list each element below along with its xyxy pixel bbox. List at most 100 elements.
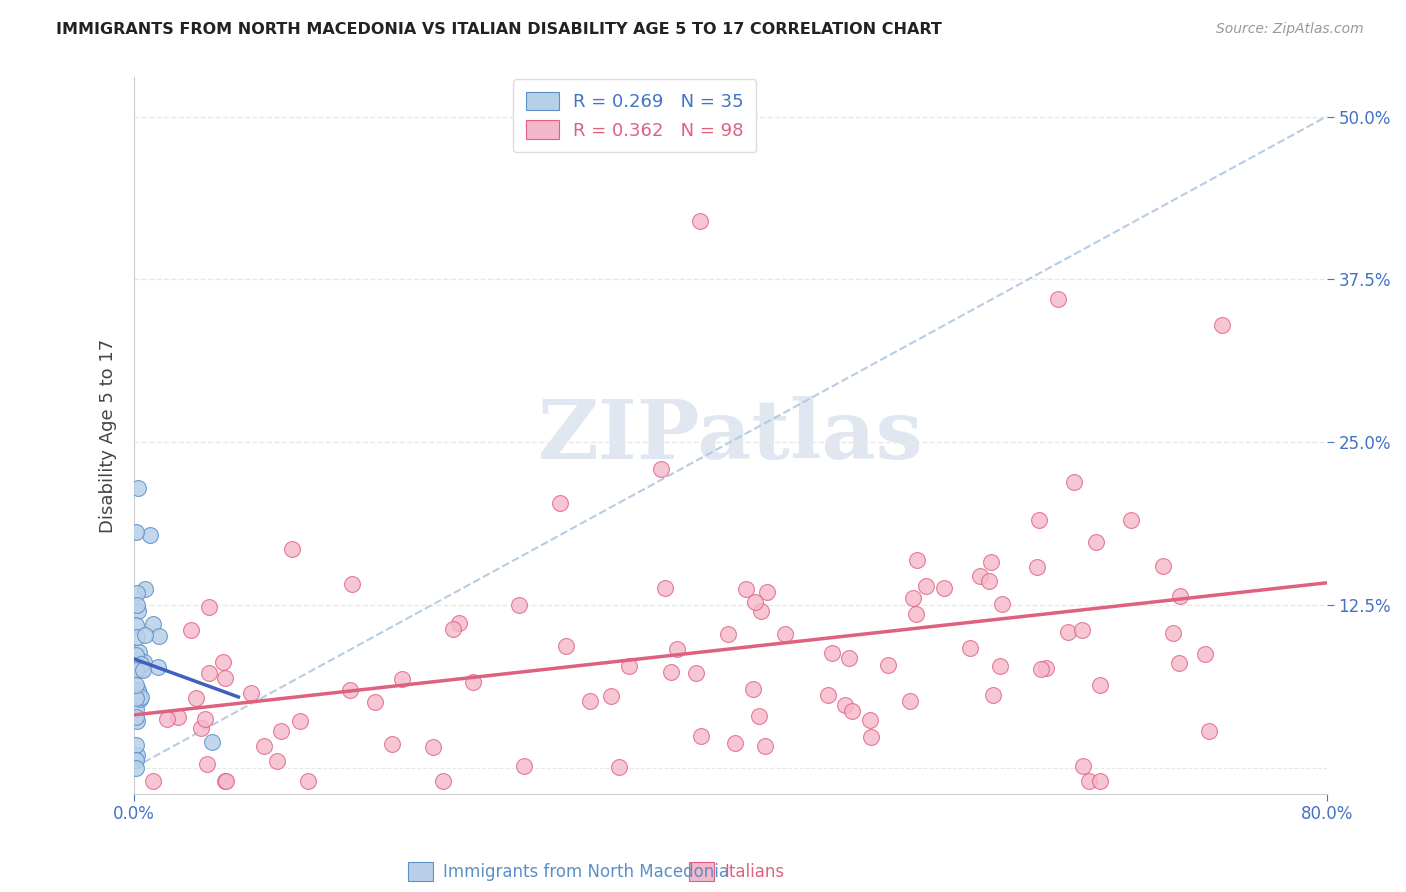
Legend: R = 0.269   N = 35, R = 0.362   N = 98: R = 0.269 N = 35, R = 0.362 N = 98 <box>513 79 756 153</box>
Point <box>665 641 688 656</box>
Point <box>1057 625 1080 640</box>
Point <box>215 773 238 788</box>
Point <box>554 639 576 653</box>
Point <box>1077 773 1099 788</box>
Point <box>877 658 900 673</box>
Point <box>915 579 938 593</box>
Point <box>124 702 146 716</box>
Point <box>127 683 149 698</box>
Point <box>125 630 148 644</box>
Point <box>132 663 155 677</box>
Point <box>1071 759 1094 773</box>
Point <box>142 773 165 788</box>
Point <box>125 618 148 632</box>
Point <box>1168 590 1191 604</box>
Point <box>129 690 152 704</box>
Point <box>1047 292 1070 306</box>
Point <box>858 713 880 727</box>
Point <box>981 688 1004 702</box>
Point <box>617 658 640 673</box>
Point <box>270 723 292 738</box>
Point <box>134 628 156 642</box>
Point <box>1152 559 1174 574</box>
Point <box>432 773 454 788</box>
Point <box>125 747 148 762</box>
Point <box>281 542 304 557</box>
Point <box>1211 318 1233 332</box>
Point <box>124 753 146 767</box>
Point <box>508 598 530 612</box>
Point <box>1194 647 1216 661</box>
Point <box>599 689 621 703</box>
Point <box>749 604 772 618</box>
Point <box>132 655 155 669</box>
Point <box>125 761 148 775</box>
Point <box>1198 723 1220 738</box>
Point <box>841 704 863 718</box>
Point <box>125 714 148 728</box>
Point <box>447 616 470 631</box>
Point <box>513 759 536 773</box>
Point <box>124 663 146 677</box>
Point <box>214 773 236 788</box>
Point <box>124 660 146 674</box>
Point <box>1063 475 1085 489</box>
Point <box>991 597 1014 611</box>
Point <box>654 581 676 595</box>
Point <box>903 591 925 606</box>
Point <box>195 756 218 771</box>
Point <box>834 698 856 713</box>
Point <box>748 709 770 723</box>
Point <box>391 672 413 686</box>
Point <box>288 714 311 729</box>
Point <box>190 721 212 735</box>
Point <box>128 481 150 495</box>
Point <box>1168 656 1191 670</box>
Point <box>148 629 170 643</box>
Text: Source: ZipAtlas.com: Source: ZipAtlas.com <box>1216 22 1364 37</box>
Point <box>754 739 776 754</box>
Point <box>194 712 217 726</box>
Point <box>129 692 152 706</box>
Point <box>139 528 162 542</box>
Point <box>548 496 571 510</box>
Text: Italians: Italians <box>724 863 785 881</box>
Point <box>134 582 156 597</box>
Point <box>125 710 148 724</box>
Point <box>988 658 1011 673</box>
Point <box>156 712 179 726</box>
Point <box>214 671 236 685</box>
Point <box>755 585 778 599</box>
Point <box>969 569 991 583</box>
Point <box>128 688 150 702</box>
Point <box>821 646 844 660</box>
Point <box>1119 513 1142 527</box>
Point <box>690 729 713 743</box>
Point <box>124 690 146 705</box>
Point <box>1071 623 1094 637</box>
Point <box>1161 626 1184 640</box>
Point <box>211 656 233 670</box>
Point <box>167 709 190 723</box>
Point <box>817 688 839 702</box>
Y-axis label: Disability Age 5 to 17: Disability Age 5 to 17 <box>100 338 117 533</box>
Point <box>838 651 860 665</box>
Point <box>932 581 955 595</box>
Point <box>905 553 928 567</box>
Point <box>131 657 153 672</box>
Point <box>1090 678 1112 692</box>
Point <box>741 681 763 696</box>
Point <box>125 586 148 600</box>
Point <box>724 736 747 750</box>
Point <box>1028 513 1050 527</box>
Point <box>146 660 169 674</box>
Point <box>198 600 221 615</box>
Point <box>859 731 882 745</box>
Point <box>129 663 152 677</box>
Point <box>1090 773 1112 788</box>
Point <box>900 694 922 708</box>
Point <box>607 760 630 774</box>
Point <box>980 555 1002 569</box>
Point <box>422 739 444 754</box>
Point <box>744 595 766 609</box>
